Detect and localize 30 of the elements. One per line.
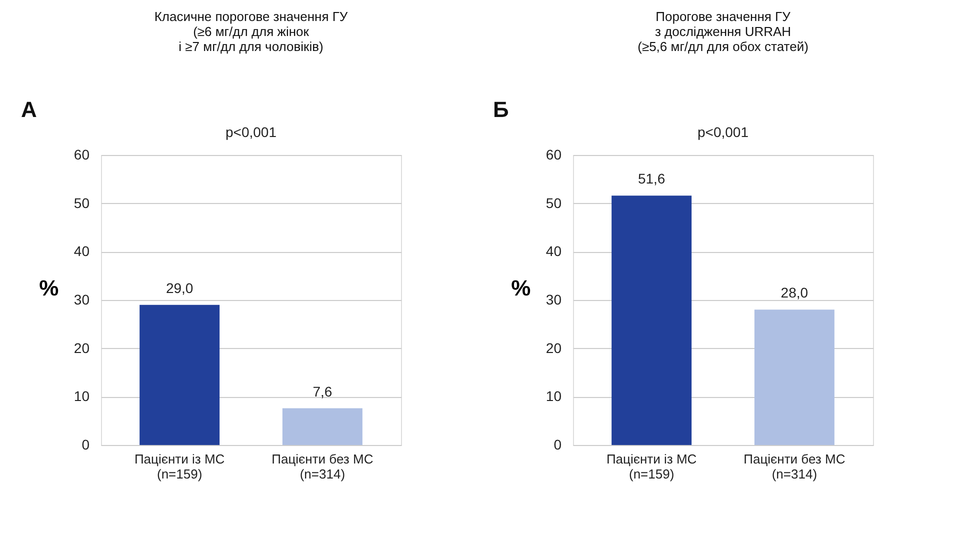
data-label: 7,6 [312,383,332,400]
text: p<0,001 [226,124,277,140]
y-tick-label: 10 [546,388,562,404]
chart-title: Класичне порогове значення ГУ (≥6 мг/дл для жінок і ≥7 мг/дл для чоловіків) [154,9,348,54]
x-tick-label: Пацієнти без МС (n=314) [272,452,374,482]
y-tick-label: 30 [74,292,90,308]
y-tick-label: 30 [546,292,562,308]
y-tick-label: 0 [554,436,562,452]
data-label: 29,0 [166,280,194,296]
x-tick-label: Пацієнти із МС (n=159) [134,452,225,482]
text: p<0,001 [698,124,749,140]
data-label: 28,0 [780,284,808,301]
y-tick-label: 0 [82,436,90,452]
chart-title: Порогове значення ГУ з дослідження URRAH (≥5,6 мг/дл для обох статей) [638,9,808,54]
y-tick-label: 60 [74,146,90,162]
y-tick-label: 50 [546,194,562,211]
y-tick-label: 40 [74,243,90,260]
y-tick-label: 50 [74,194,90,211]
y-tick-label: 20 [74,340,90,356]
y-tick-label: 10 [74,388,90,404]
x-tick-label: Пацієнти без МС (n=314) [744,452,846,482]
y-tick-label: 20 [546,340,562,356]
text: А [21,97,37,122]
text: Б [493,97,509,122]
data-label: 51,6 [638,170,666,187]
y-tick-label: 40 [546,243,562,260]
y-axis-title: % [39,276,59,300]
x-tick-label: Пацієнти із МС (n=159) [606,452,697,482]
y-axis-title: % [511,276,531,300]
y-tick-label: 60 [546,146,562,162]
